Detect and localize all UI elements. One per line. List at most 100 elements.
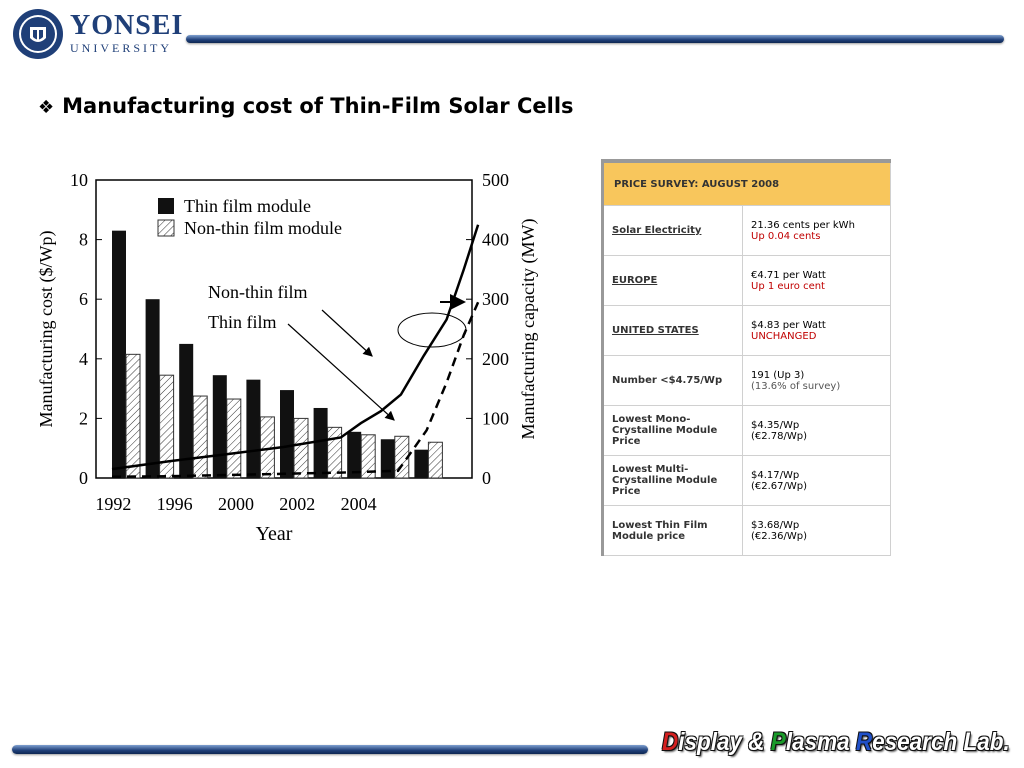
bar-thin-film (380, 439, 395, 478)
bar-thin-film (145, 299, 160, 478)
x-tick-label: 2000 (218, 494, 254, 514)
table-row: Lowest Mono-Crystalline Module Price $4.… (602, 405, 891, 456)
bar-non-thin-film (125, 353, 141, 479)
table-row: Lowest Thin Film Module price $3.68/Wp (… (602, 505, 891, 556)
price-value: €4.71 per Watt (751, 269, 826, 281)
y2-tick-label: 0 (482, 468, 491, 488)
europe-link[interactable]: EUROPE (602, 255, 743, 306)
price-value-euro: (€2.36/Wp) (751, 530, 808, 542)
price-value: 191 (Up 3) (751, 369, 805, 381)
bar-thin-film (112, 230, 126, 478)
y-tick-label: 4 (79, 349, 88, 369)
y-axis-label: Manufacturing cost ($/Wp) (36, 231, 57, 428)
y-tick-label: 6 (79, 289, 88, 309)
slide-title-text: Manufacturing cost of Thin-Film Solar Ce… (62, 94, 574, 118)
table-cell-value: 191 (Up 3) (13.6% of survey) (742, 355, 891, 406)
yonsei-logo-emblem (13, 9, 63, 59)
y-tick-label: 2 (79, 408, 88, 428)
y-tick-label: 8 (79, 230, 88, 250)
table-row: Solar Electricity 21.36 cents per kWh Up… (602, 205, 891, 256)
slide-title: ❖ Manufacturing cost of Thin-Film Solar C… (38, 94, 574, 118)
table-cell-value: $3.68/Wp (€2.36/Wp) (742, 505, 891, 556)
table-row: Number <$4.75/Wp 191 (Up 3) (13.6% of su… (602, 355, 891, 406)
y2-tick-label: 100 (482, 408, 509, 428)
price-change: UNCHANGED (751, 330, 817, 342)
table-cell-value: $4.83 per Watt UNCHANGED (742, 305, 891, 356)
solar-electricity-link[interactable]: Solar Electricity (602, 205, 743, 256)
annotation-arrow-thin (287, 323, 395, 421)
bar-non-thin-film (192, 395, 208, 479)
price-value: $4.83 per Watt (751, 319, 826, 331)
y-tick-label: 0 (79, 468, 88, 488)
united-states-link[interactable]: UNITED STATES (602, 305, 743, 356)
table-row-label: Lowest Mono-Crystalline Module Price (602, 405, 743, 456)
annotation-non-thin-film: Non-thin film (208, 282, 308, 302)
legend-label-non-thin-film: Non-thin film module (184, 218, 342, 238)
legend-swatch-thin-film (158, 198, 174, 214)
y-tick-label: 10 (70, 170, 88, 190)
table-cell-value: $4.17/Wp (€2.67/Wp) (742, 455, 891, 506)
footer-divider-bar (12, 745, 648, 754)
table-row: UNITED STATES $4.83 per Watt UNCHANGED (602, 305, 891, 356)
table-cell-value: 21.36 cents per kWh Up 0.04 cents (742, 205, 891, 256)
legend-swatch-non-thin-film (157, 219, 175, 237)
bar-thin-film (246, 379, 261, 478)
lab-text-1: isplay & (678, 728, 771, 756)
bar-thin-film (414, 449, 429, 478)
line-thin-film (111, 301, 480, 479)
diamond-bullet-icon: ❖ (38, 97, 55, 118)
y2-tick-label: 200 (482, 349, 509, 369)
bar-non-thin-film (159, 374, 175, 479)
table-row-label: Lowest Thin Film Module price (602, 505, 743, 556)
lab-letter-p: P (770, 728, 786, 756)
bar-non-thin-film (293, 417, 309, 479)
x-tick-label: 2004 (341, 494, 377, 514)
annotation-arrow-non-thin (321, 309, 373, 357)
y2-tick-label: 300 (482, 289, 509, 309)
bar-thin-film (313, 407, 328, 478)
price-survey-header: PRICE SURVEY: AUGUST 2008 (602, 159, 891, 206)
header-divider-bar (186, 35, 1004, 43)
price-value: $4.17/Wp (751, 469, 800, 481)
line-non-thin-film (111, 224, 480, 471)
x-tick-label: 2002 (279, 494, 315, 514)
lab-name-logo: Display & Plasma Research Lab. (662, 728, 1010, 757)
x-tick-label: 1996 (157, 494, 193, 514)
highlight-ellipse (397, 312, 467, 348)
price-note: (13.6% of survey) (751, 380, 841, 392)
price-change: Up 0.04 cents (751, 230, 821, 242)
table-row-label: Number <$4.75/Wp (602, 355, 743, 406)
bar-thin-film (179, 343, 194, 478)
price-value: $3.68/Wp (751, 519, 800, 531)
price-value: $4.35/Wp (751, 419, 800, 431)
bar-thin-film (347, 431, 362, 478)
lab-letter-d: D (662, 728, 679, 756)
table-cell-value: €4.71 per Watt Up 1 euro cent (742, 255, 891, 306)
price-value: 21.36 cents per kWh (751, 219, 855, 231)
table-row-label: Lowest Multi-Crystalline Module Price (602, 455, 743, 506)
bar-thin-film (280, 390, 294, 478)
bar-non-thin-film (427, 441, 443, 479)
annotation-thin-film: Thin film (208, 312, 277, 332)
price-value-euro: (€2.78/Wp) (751, 430, 808, 442)
price-change: Up 1 euro cent (751, 280, 825, 292)
bar-thin-film (212, 375, 227, 478)
bar-non-thin-film (226, 398, 242, 479)
y2-tick-label: 500 (482, 170, 509, 190)
x-axis-label: Year (256, 523, 293, 545)
lab-text-3: esearch Lab. (872, 728, 1010, 756)
table-cell-value: $4.35/Wp (€2.78/Wp) (742, 405, 891, 456)
bar-non-thin-film (327, 426, 343, 479)
x-tick-label: 1992 (95, 494, 131, 514)
university-name: YONSEI UNIVERSITY (70, 12, 183, 55)
table-row: Lowest Multi-Crystalline Module Price $4… (602, 455, 891, 506)
bar-non-thin-film (360, 434, 376, 479)
y2-tick-label: 400 (482, 230, 509, 250)
price-value-euro: (€2.67/Wp) (751, 480, 808, 492)
y2-axis-label: Manufacturing capacity (MW) (518, 219, 539, 440)
lab-letter-r: R (855, 728, 873, 756)
price-survey-table: PRICE SURVEY: AUGUST 2008 Solar Electric… (601, 159, 891, 556)
university-subtitle: UNIVERSITY (70, 41, 172, 55)
lab-text-2: lasma (785, 728, 856, 756)
